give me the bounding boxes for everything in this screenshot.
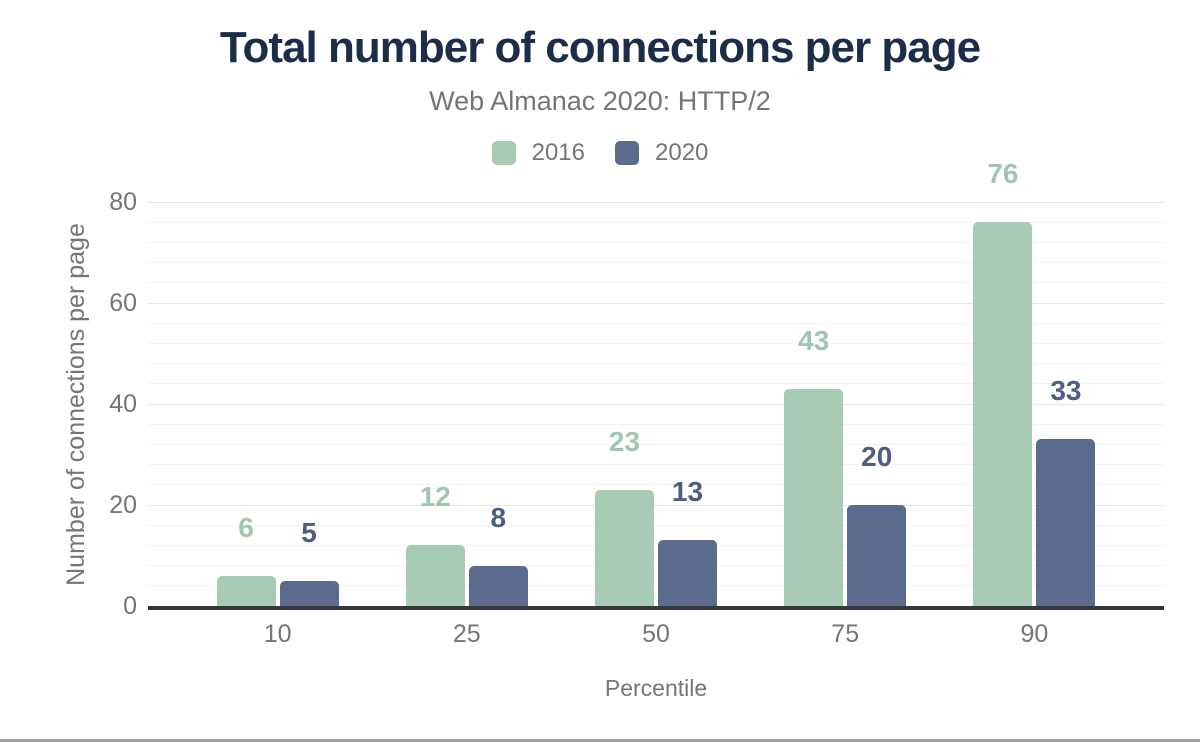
gridline-major <box>148 504 1164 506</box>
gridline-minor <box>148 322 1164 324</box>
gridline-minor <box>148 221 1164 223</box>
bar-2016-p75[interactable] <box>784 388 844 606</box>
bar-group-p10: 6 5 10 <box>183 202 372 647</box>
y-tick-20: 20 <box>109 490 137 519</box>
bar-group-p25: 12 8 25 <box>372 202 561 647</box>
bar-wrap-2020-p75: 20 <box>847 202 907 606</box>
bar-2020-p75[interactable] <box>847 505 907 606</box>
bar-value-2016-p75: 43 <box>798 324 830 356</box>
legend-label-2016: 2016 <box>531 139 585 166</box>
bar-value-2020-p10: 5 <box>301 516 317 548</box>
page-bottom-border <box>0 739 1200 742</box>
bar-2020-p90[interactable] <box>1036 439 1096 606</box>
bar-value-2016-p25: 12 <box>419 481 451 513</box>
bar-2020-p50[interactable] <box>658 540 717 606</box>
gridline-minor <box>148 544 1164 546</box>
bar-wrap-2020-p10: 5 <box>279 202 339 606</box>
legend-swatch-2016 <box>491 141 516 165</box>
gridline-minor <box>148 484 1164 486</box>
gridline-minor <box>148 565 1164 567</box>
bar-wrap-2020-p90: 33 <box>1036 202 1096 606</box>
legend-label-2020: 2020 <box>655 139 709 166</box>
bar-wrap-2020-p25: 8 <box>468 202 528 606</box>
bar-value-2016-p90: 76 <box>987 158 1019 190</box>
gridline-major <box>148 403 1164 405</box>
y-axis-title-wrap: Number of connections per page <box>0 202 152 606</box>
legend: 2016 2020 <box>0 141 1200 165</box>
y-tick-60: 60 <box>109 288 137 317</box>
x-tick-50: 50 <box>642 620 670 648</box>
bar-group-p50: 23 13 50 <box>561 202 750 647</box>
bar-2016-p25[interactable] <box>405 545 465 606</box>
bar-value-2016-p50: 23 <box>608 425 641 457</box>
gridline-minor <box>148 423 1164 425</box>
gridline-minor <box>148 443 1164 445</box>
gridline-major <box>148 302 1164 304</box>
gridline-minor <box>148 262 1164 264</box>
bar-wrap-2016-p75: 43 <box>784 202 844 606</box>
gridline-minor <box>148 524 1164 526</box>
plot-area: 0 20 40 60 80 6 5 10 12 8 25 23 13 50 43 20 75 76 33 90 <box>109 160 1164 647</box>
y-axis-title: Number of connections per page <box>61 222 90 586</box>
x-tick-25: 25 <box>452 620 481 648</box>
gridline-minor <box>148 464 1164 466</box>
bar-wrap-2016-p50: 23 <box>595 202 654 606</box>
x-axis-title: Percentile <box>604 675 708 701</box>
bar-value-2020-p75: 20 <box>861 441 893 472</box>
bar-wrap-2016-p90: 76 <box>973 160 1033 606</box>
gridline-minor <box>148 282 1164 284</box>
gridline-minor <box>148 383 1164 385</box>
legend-item-2016: 2016 <box>491 139 585 166</box>
bar-group-p90: 76 33 90 <box>940 160 1129 647</box>
y-tick-0: 0 <box>123 591 137 620</box>
bar-groups: 6 5 10 12 8 25 23 13 50 43 20 75 76 33 90 <box>183 160 1129 647</box>
x-tick-90: 90 <box>1020 620 1049 648</box>
bar-2016-p10[interactable] <box>216 575 276 606</box>
bar-wrap-2020-p50: 13 <box>658 202 717 606</box>
y-tick-80: 80 <box>109 187 137 216</box>
bar-value-2016-p10: 6 <box>238 511 254 543</box>
bar-2016-p50[interactable] <box>595 489 654 606</box>
bar-group-p75: 43 20 75 <box>751 202 940 647</box>
y-tick-40: 40 <box>109 389 137 418</box>
gridline-major <box>148 201 1164 203</box>
legend-swatch-2020 <box>615 141 639 165</box>
bar-value-2020-p90: 33 <box>1050 375 1082 407</box>
gridline-minor <box>148 363 1164 365</box>
bar-2016-p90[interactable] <box>973 222 1033 606</box>
x-tick-10: 10 <box>263 620 292 648</box>
bar-wrap-2016-p25: 12 <box>405 202 465 606</box>
chart-subtitle: Web Almanac 2020: HTTP/2 <box>429 86 771 116</box>
gridline-minor <box>148 241 1164 243</box>
bar-value-2020-p50: 13 <box>671 476 704 508</box>
bar-2020-p25[interactable] <box>468 565 528 606</box>
gridline-minor <box>148 585 1164 587</box>
gridline-minor <box>148 342 1164 344</box>
legend-item-2020: 2020 <box>615 141 708 165</box>
bar-2020-p10[interactable] <box>279 580 339 606</box>
bar-value-2020-p25: 8 <box>490 501 507 533</box>
chart-title: Total number of connections per page <box>219 23 981 72</box>
bar-wrap-2016-p10: 6 <box>216 202 276 606</box>
x-tick-75: 75 <box>831 620 860 648</box>
